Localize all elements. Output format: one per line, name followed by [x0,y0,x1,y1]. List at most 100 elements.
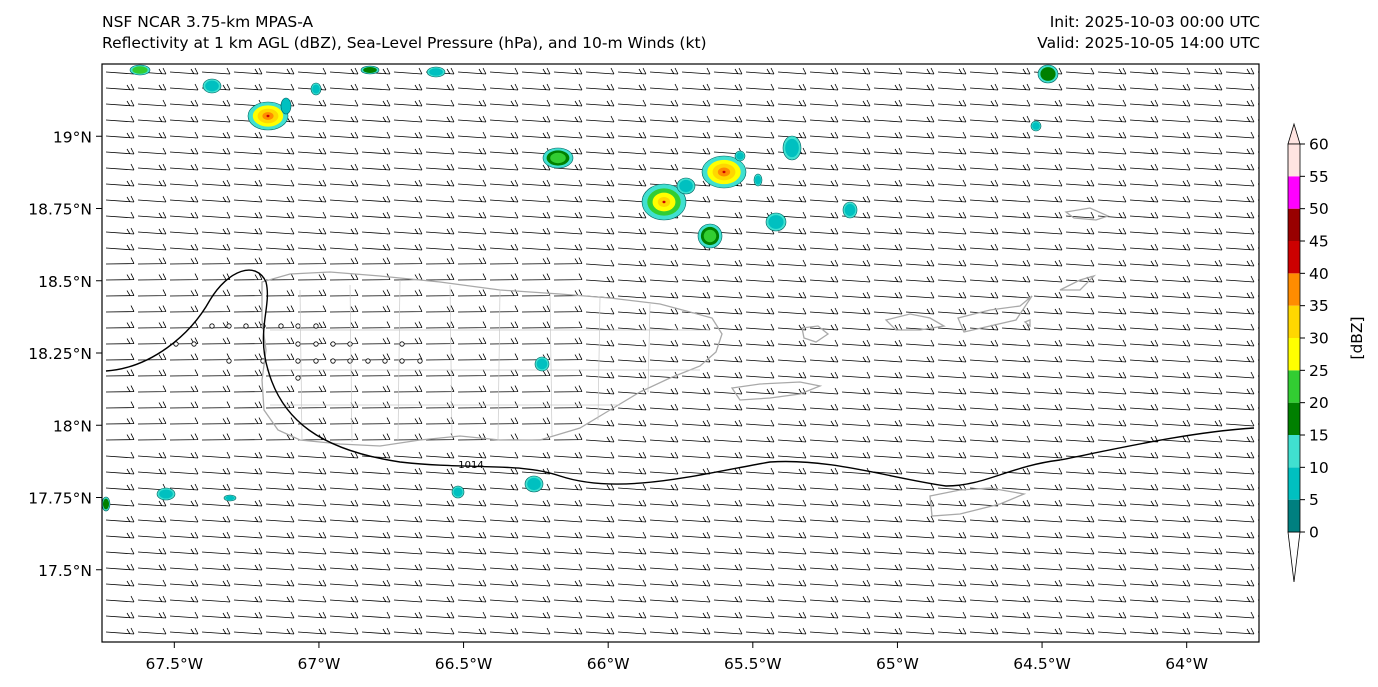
reflectivity-cell [360,65,380,75]
reflectivity-cell [202,78,222,94]
colorbar-segment [1288,467,1300,500]
map-background [102,64,1259,642]
model-name: NSF NCAR 3.75-km MPAS-A [102,13,314,31]
colorbar-under-extend [1287,531,1301,583]
lon-tick-label: 65°W [876,655,919,673]
calm-marker [313,341,319,347]
coastline-segment [957,295,1033,333]
calm-marker [295,358,301,364]
colorbar-tick-label: 0 [1309,524,1319,542]
reflectivity-cell [223,494,237,502]
calm-marker [382,358,388,364]
reflectivity-cell [156,487,176,501]
colorbar-segment [1288,144,1300,177]
calm-marker [226,358,232,364]
lat-tick-label: 18.25°N [28,345,92,363]
calm-marker [365,358,371,364]
field-description: Reflectivity at 1 km AGL (dBZ), Sea-Leve… [102,34,707,52]
colorbar: 0 5 10 15 20 25 30 35 40 45 50 55 60 [dBZ] [1287,122,1366,583]
reflectivity-cells [102,64,1059,512]
coastline-segment [1023,319,1031,328]
lat-tick-label: 17.75°N [28,490,92,508]
calm-marker [330,358,336,364]
reflectivity-cell [129,64,151,76]
calm-marker [347,358,353,364]
calm-marker [295,341,301,347]
calm-marker [295,375,301,381]
coastline-segment [929,487,1027,517]
reflectivity-cell [524,475,544,493]
calm-marker [399,358,405,364]
lon-tick-label: 65.5°W [724,655,782,673]
reflectivity-cell [1037,64,1059,84]
calm-marker [226,323,232,329]
reflectivity-cell [1030,120,1042,132]
isobar-label: 1014 [458,460,483,471]
colorbar-segment [1288,338,1300,371]
colorbar-segment [1288,208,1300,241]
calm-marker [399,341,405,347]
calm-marker [347,341,353,347]
colorbar-segment [1288,402,1300,435]
reflectivity-cell [280,97,292,115]
wind-barb-field [105,67,1259,635]
colorbar-segment [1288,176,1300,209]
colorbar-tick-label: 60 [1309,136,1329,154]
wind-barbs [105,67,1259,635]
colorbar-tick-label: 30 [1309,330,1329,348]
colorbar-segment [1288,435,1300,468]
lon-tick-label: 67.5°W [146,655,204,673]
colorbar-tick-label: 5 [1309,491,1319,509]
reflectivity-cell [534,356,550,372]
lat-tick-label: 19°N [53,128,92,146]
lat-tick-label: 18.5°N [38,273,92,291]
lat-tick-label: 18°N [53,417,92,435]
colorbar-tick-label: 55 [1309,168,1329,186]
colorbar-segment [1288,305,1300,338]
reflectivity-cell [676,177,696,195]
reflectivity-cell [842,201,858,219]
reflectivity-cell [102,496,111,512]
colorbar-tick-label: 40 [1309,265,1329,283]
colorbar-tick-label: 50 [1309,200,1329,218]
reflectivity-cell [310,82,322,96]
figure-title-right: Init: 2025-10-03 00:00 UTC Valid: 2025-1… [1037,12,1260,54]
reflectivity-cell [426,66,446,78]
calm-marker [209,323,215,329]
colorbar-unit-label: [dBZ] [1348,316,1366,359]
calm-marker [278,323,284,329]
lat-tick-label: 18.75°N [28,201,92,219]
init-time: Init: 2025-10-03 00:00 UTC [1049,13,1260,31]
lon-tick-label: 67°W [298,655,341,673]
reflectivity-cell [542,147,574,169]
colorbar-tick-label: 15 [1309,427,1329,445]
lon-tick-label: 66°W [587,655,630,673]
reflectivity-cell [765,212,787,232]
coastline-segment [1064,207,1110,221]
colorbar-tick-label: 35 [1309,297,1329,315]
coastline-segment [884,313,946,331]
colorbar-tick-label: 25 [1309,362,1329,380]
isobar-line [105,269,1255,487]
colorbar-tick-label: 20 [1309,394,1329,412]
calm-marker [295,323,301,329]
coastline-segment [1059,274,1097,291]
lat-tick-label: 17.5°N [38,562,92,580]
isobar-1014: 1014 [105,269,1255,487]
colorbar-segment [1288,273,1300,306]
reflectivity-cell [782,135,802,161]
coastline-segment [730,381,823,401]
calm-marker [243,323,249,329]
reflectivity-cell [697,223,723,249]
colorbar-segment [1288,370,1300,403]
map-plot-area[interactable]: 1014 [102,64,1286,650]
colorbar-segment [1288,241,1300,274]
calm-marker [417,358,423,364]
colorbar-over-extend [1287,122,1301,145]
reflectivity-cell [753,173,763,187]
colorbar-segment [1288,499,1300,532]
calm-marker [313,358,319,364]
lon-tick-label: 64°W [1165,655,1208,673]
coastline-segment [801,325,830,343]
calm-marker [330,341,336,347]
